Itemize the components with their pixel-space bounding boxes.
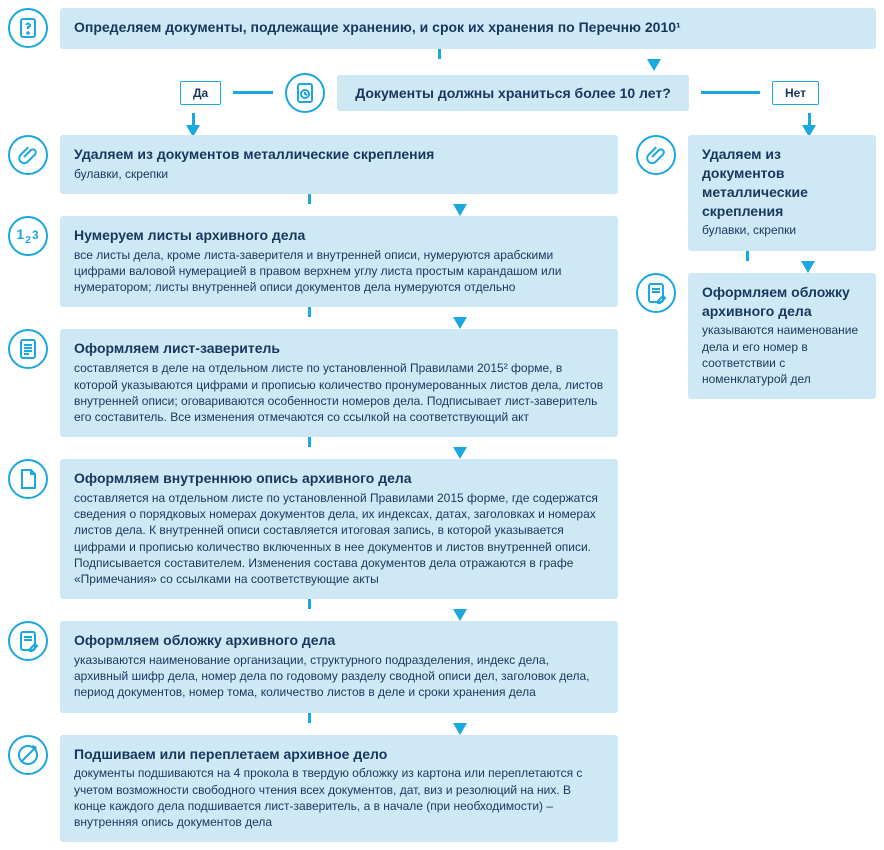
step-sub: указываются наименование дела и его номе… <box>702 322 862 387</box>
left-branch: Удаляем из документов металлические скре… <box>8 135 618 842</box>
step-title: Оформляем внутреннюю опись архивного дел… <box>74 469 604 488</box>
no-label: Нет <box>772 81 819 105</box>
step-title: Удаляем из документов металлические скре… <box>74 145 604 164</box>
step-title: Оформляем обложку архивного дела <box>74 631 604 650</box>
step-sub: составляется в деле на отдельном листе п… <box>74 360 604 425</box>
decision-row: Да Документы должны храниться более 10 л… <box>8 73 876 113</box>
needle-icon <box>8 735 48 775</box>
step-sub: составляется на отдельном листе по устан… <box>74 490 604 587</box>
step-sub: булавки, скрепки <box>74 166 604 182</box>
header-step: Определяем документы, подлежащие хранени… <box>8 8 876 49</box>
step-sub: документы подшиваются на 4 прокола в тве… <box>74 765 604 830</box>
question-icon <box>8 8 48 48</box>
doc-edit-icon <box>8 621 48 661</box>
clock-icon <box>285 73 325 113</box>
paperclip-icon <box>636 135 676 175</box>
header-title: Определяем документы, подлежащие хранени… <box>74 18 862 37</box>
doc-page-icon <box>8 459 48 499</box>
step-sub: булавки, скрепки <box>702 222 862 238</box>
step-title: Удаляем из документов металлические скре… <box>702 145 862 221</box>
step-title: Нумеруем листы архивного дела <box>74 226 604 245</box>
doc-lines-icon <box>8 329 48 369</box>
doc-edit-icon <box>636 273 676 313</box>
step-title: Подшиваем или переплетаем архивное дело <box>74 745 604 764</box>
decision-question: Документы должны храниться более 10 лет? <box>337 75 689 111</box>
step-title: Оформляем обложку архивного дела <box>702 283 862 321</box>
step-sub: все листы дела, кроме листа-заверителя и… <box>74 247 604 296</box>
numbering-icon: 123 <box>8 216 48 256</box>
step-title: Оформляем лист-заверитель <box>74 339 604 358</box>
step-sub: указываются наименование организации, ст… <box>74 652 604 701</box>
paperclip-icon <box>8 135 48 175</box>
right-branch: Удаляем из документов металлические скре… <box>636 135 876 399</box>
yes-label: Да <box>180 81 221 105</box>
